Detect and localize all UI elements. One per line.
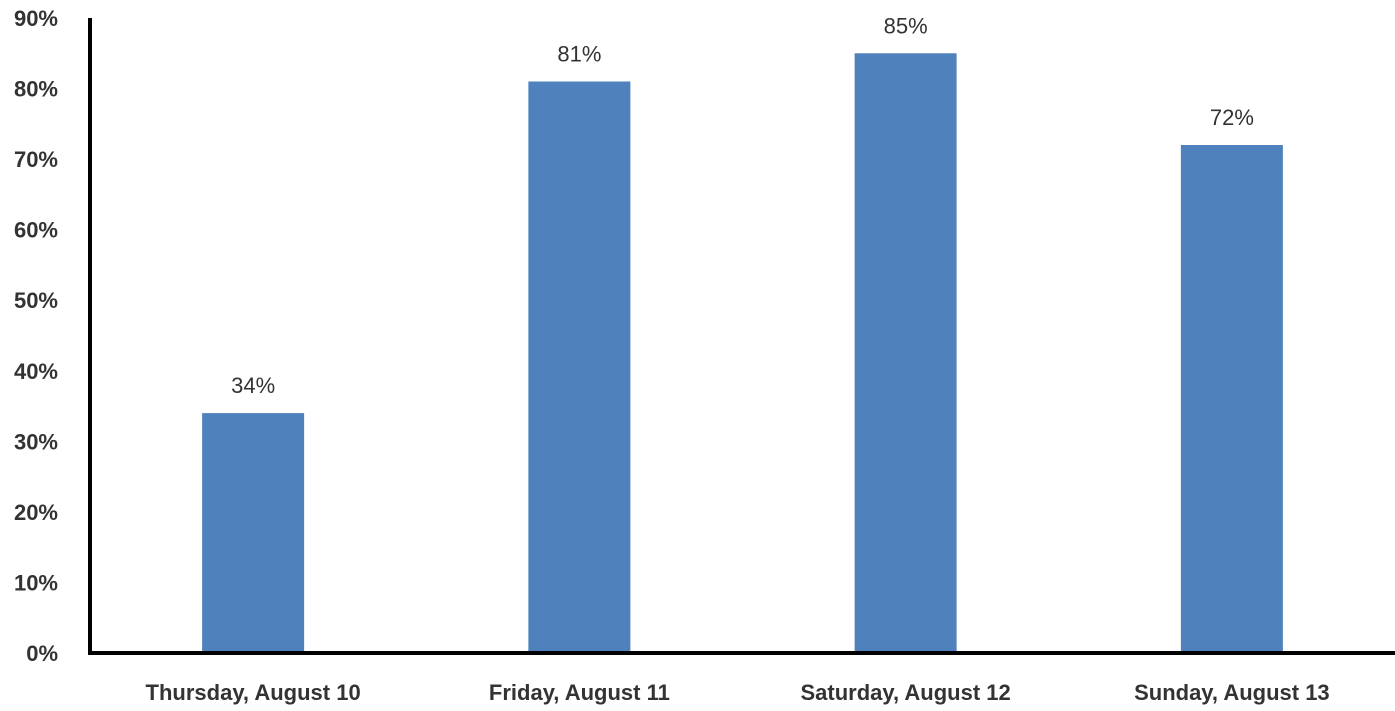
y-tick-label: 60% [14, 218, 58, 243]
bar [854, 53, 957, 654]
data-labels: 34% 81% 85% 72% [231, 13, 1254, 398]
data-label: 81% [557, 42, 601, 67]
x-category-label: Friday, August 11 [489, 680, 670, 705]
data-label: 85% [884, 13, 928, 38]
y-tick-label: 30% [14, 429, 58, 454]
x-axis-categories: Thursday, August 10 Friday, August 11 Satu… [146, 680, 1330, 705]
bar [1180, 145, 1283, 653]
x-category-label: Sunday, August 13 [1134, 680, 1330, 705]
data-label: 72% [1210, 105, 1254, 130]
data-label: 34% [231, 373, 275, 398]
y-tick-label: 90% [14, 6, 58, 31]
y-axis-ticks: 0% 10% 20% 30% 40% 50% 60% 70% 80% 90% [14, 6, 58, 666]
y-tick-label: 40% [14, 359, 58, 384]
bar [202, 413, 305, 653]
y-tick-label: 20% [14, 500, 58, 525]
x-category-label: Saturday, August 12 [800, 680, 1010, 705]
y-tick-label: 10% [14, 570, 58, 595]
y-tick-label: 50% [14, 288, 58, 313]
y-tick-label: 0% [26, 641, 58, 666]
y-tick-label: 70% [14, 147, 58, 172]
x-category-label: Thursday, August 10 [146, 680, 361, 705]
bars [202, 53, 1283, 654]
bar [528, 81, 631, 653]
y-tick-label: 80% [14, 77, 58, 102]
